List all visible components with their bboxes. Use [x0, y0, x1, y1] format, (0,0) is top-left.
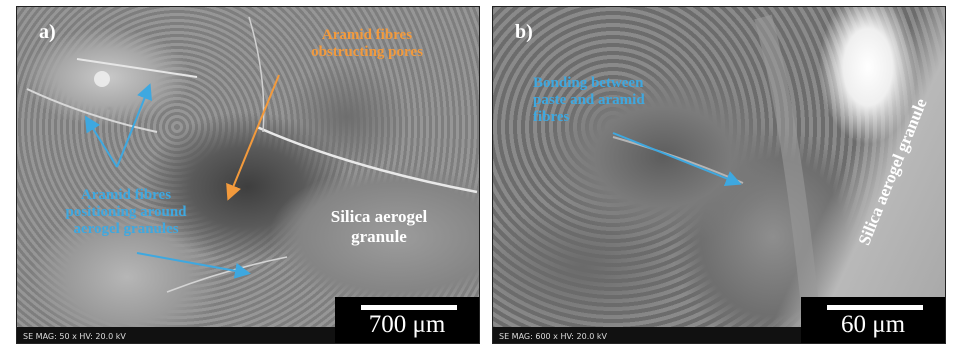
arrow-positioning [116, 83, 152, 168]
panel-a-overlay [26, 16, 478, 293]
pore [94, 71, 110, 87]
annotation-bonding: Bonding between paste and aramid fibres [533, 75, 645, 125]
panel-b-overlay [612, 14, 822, 338]
aramid-fibre [256, 125, 478, 194]
annotation-aramid-positioning: Aramid fibres positioning around aerogel… [65, 187, 187, 237]
scale-bar-label: 700 μm [368, 311, 446, 338]
aramid-fibre [166, 256, 288, 293]
aramid-fibre [76, 58, 198, 78]
aramid-fibre [248, 16, 265, 133]
arrow-positioning [84, 115, 118, 168]
panel-letter-a: a) [39, 21, 56, 43]
scale-bar-a: 700 μm [335, 297, 479, 343]
sem-panel-b: b) Bonding between paste and aramid fibr… [492, 6, 946, 344]
scale-bar-label: 60 μm [840, 311, 906, 338]
scale-bar-b: 60 μm [801, 297, 945, 343]
panel-letter-b: b) [515, 21, 533, 43]
scale-bar-line [361, 305, 457, 310]
arrow-positioning [136, 252, 251, 279]
arrow-obstructing [226, 74, 280, 201]
annotation-aramid-obstructing: Aramid fibres obstructing pores [311, 27, 423, 60]
microscope-info: SE MAG: 600 x HV: 20.0 kV [499, 332, 607, 341]
annotation-silica-granule: Silica aerogel granule [330, 207, 428, 246]
scale-bar-line [827, 305, 923, 310]
arrow-bonding [612, 132, 742, 186]
aramid-fibre [754, 14, 822, 338]
aramid-fibre [26, 88, 158, 133]
sem-panel-a: a) Aramid fibres obstructing pores Arami… [16, 6, 480, 344]
microscope-info: SE MAG: 50 x HV: 20.0 kV [23, 332, 126, 341]
